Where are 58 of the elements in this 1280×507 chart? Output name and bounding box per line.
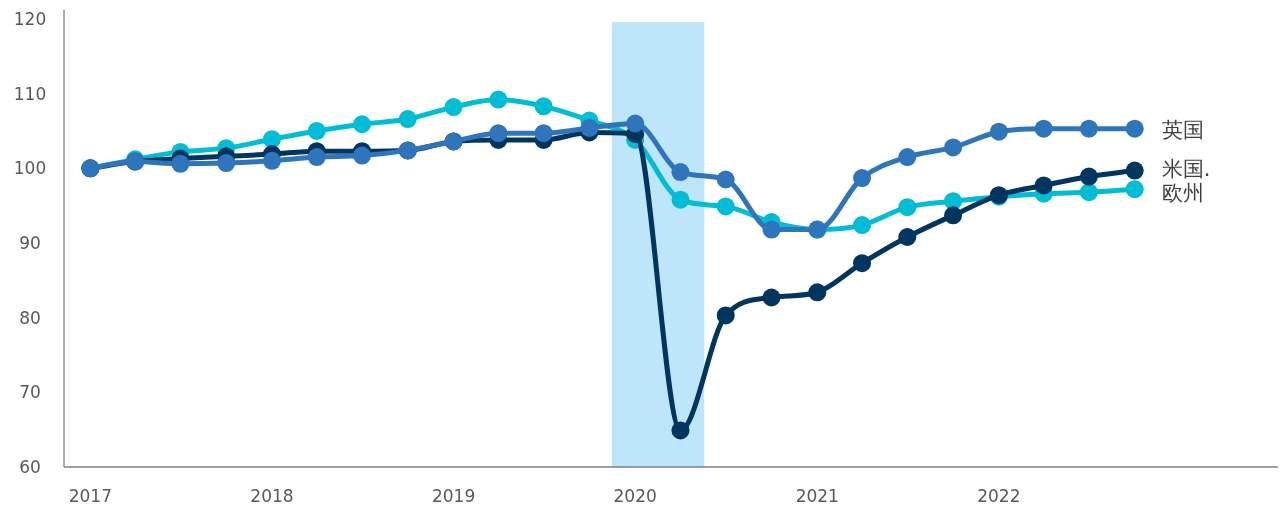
point: [353, 115, 372, 134]
x-tick-label: 2018: [250, 486, 294, 506]
point: [671, 190, 690, 209]
y-tick-label: 90: [19, 232, 41, 253]
point: [762, 220, 781, 239]
point: [1034, 119, 1053, 138]
point: [944, 206, 963, 225]
point: [1079, 119, 1098, 138]
point: [580, 118, 599, 137]
point: [716, 170, 735, 189]
point: [716, 306, 735, 325]
point: [444, 98, 463, 117]
y-tick-label: 80: [19, 307, 41, 328]
point: [1125, 119, 1144, 138]
x-tick-label: 2019: [431, 486, 476, 506]
point: [307, 148, 326, 167]
y-tick-label: 110: [13, 83, 47, 104]
point: [307, 121, 326, 140]
point: [353, 146, 372, 165]
point: [853, 169, 872, 188]
point: [398, 110, 417, 129]
x-tick-label: 2022: [977, 486, 1021, 506]
point: [716, 197, 735, 216]
series-label: 英国: [1161, 117, 1204, 142]
point: [489, 90, 508, 109]
point: [1125, 180, 1144, 199]
y-tick-label: 70: [19, 382, 41, 403]
y-tick-label: 100: [13, 158, 47, 179]
y-tick-label: 60: [19, 457, 41, 477]
point: [898, 148, 917, 167]
point: [762, 288, 781, 307]
point: [944, 138, 963, 157]
point: [262, 151, 281, 170]
x-tick-label: 2021: [795, 486, 839, 506]
point: [989, 122, 1008, 141]
x-tick-label: 2020: [613, 486, 657, 506]
point: [262, 130, 281, 149]
point: [671, 163, 690, 182]
point: [171, 154, 190, 173]
point: [534, 124, 553, 143]
series-label: 欧州: [1161, 180, 1204, 205]
point: [217, 154, 236, 173]
point: [808, 283, 827, 302]
point: [1034, 176, 1053, 195]
point: [534, 97, 553, 116]
point: [1079, 183, 1098, 202]
x-tick-label: 2017: [68, 486, 112, 506]
point: [898, 198, 917, 217]
point: [671, 421, 690, 440]
point: [898, 228, 917, 247]
y-tick-label: 120: [13, 8, 47, 29]
point: [853, 254, 872, 273]
series-label: 米国.: [1161, 156, 1211, 181]
point: [626, 114, 645, 133]
point: [853, 216, 872, 235]
point: [1079, 167, 1098, 186]
point: [489, 124, 508, 143]
point: [1125, 161, 1144, 180]
